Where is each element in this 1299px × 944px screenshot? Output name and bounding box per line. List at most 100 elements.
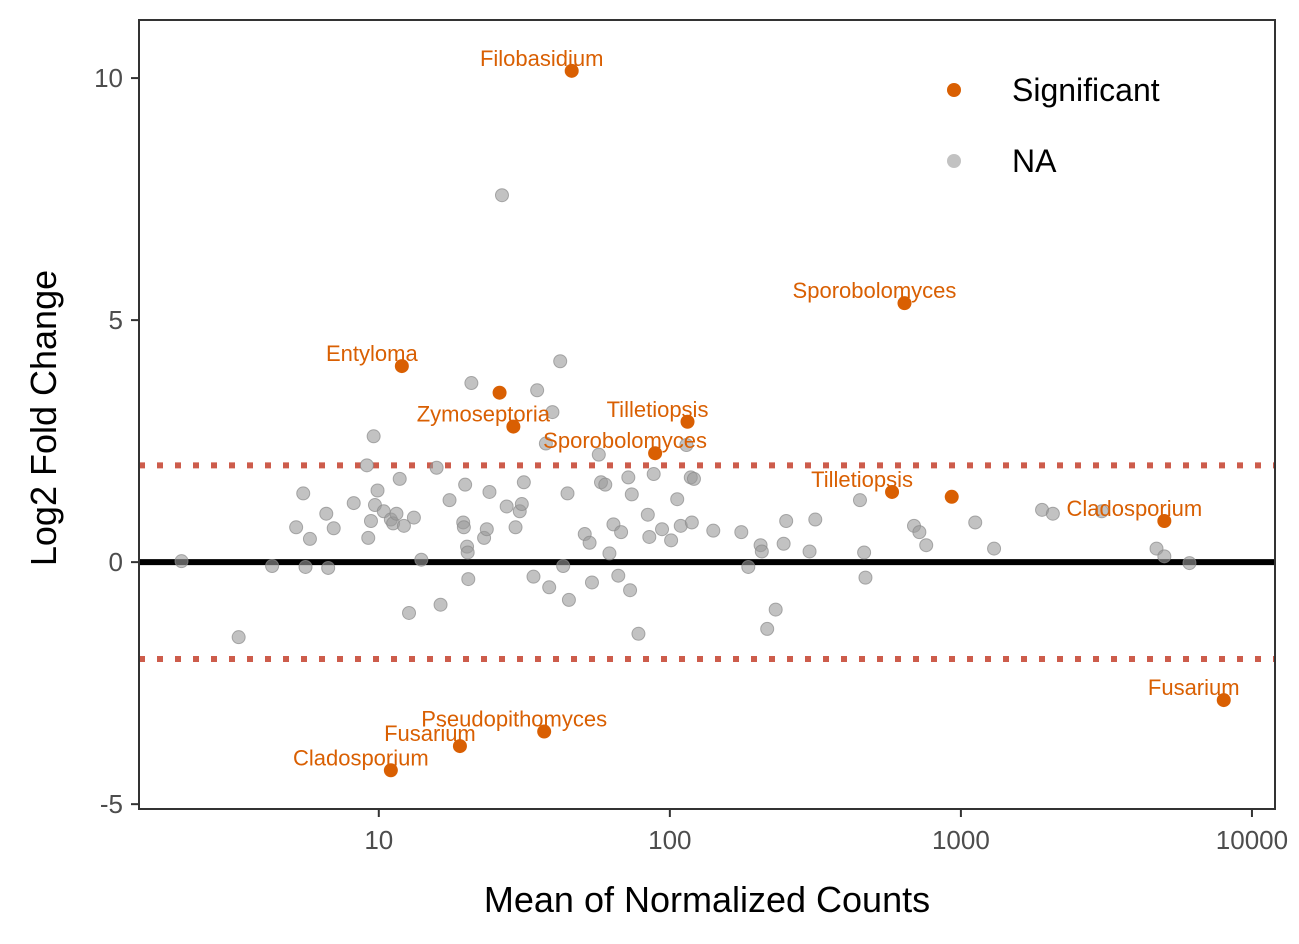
y-tick-label: -5 bbox=[100, 789, 123, 819]
na-point bbox=[808, 512, 823, 527]
na-point bbox=[319, 506, 334, 521]
na-point bbox=[858, 570, 873, 585]
point-label: Cladosporium bbox=[293, 745, 429, 770]
na-point bbox=[326, 521, 341, 536]
y-axis: -5 0 5 10 bbox=[94, 63, 139, 819]
na-point bbox=[479, 522, 494, 537]
na-point bbox=[706, 523, 721, 538]
na-point bbox=[684, 515, 699, 530]
y-tick-label: 5 bbox=[109, 305, 123, 335]
point-labels: Filobasidium Sporobolomyces Entyloma Zymose… bbox=[293, 46, 1240, 770]
na-point bbox=[598, 477, 613, 492]
na-point bbox=[1182, 556, 1197, 571]
point-label: Pseudopithomyces bbox=[421, 707, 607, 732]
na-point bbox=[429, 460, 444, 475]
point-label: Sporobolomyces bbox=[543, 428, 707, 453]
na-point bbox=[631, 626, 646, 641]
na-point bbox=[482, 484, 497, 499]
na-point bbox=[802, 544, 817, 559]
point-label: Sporobolomyces bbox=[793, 278, 957, 303]
na-point bbox=[542, 580, 557, 595]
na-point bbox=[582, 535, 597, 550]
y-axis-title: Log2 Fold Change bbox=[23, 270, 64, 566]
y-tick-label: 0 bbox=[109, 547, 123, 577]
na-point bbox=[370, 483, 385, 498]
na-point bbox=[442, 493, 457, 508]
na-point bbox=[912, 525, 927, 540]
na-point bbox=[591, 447, 606, 462]
na-point bbox=[296, 486, 311, 501]
na-point bbox=[553, 354, 568, 369]
na-point bbox=[363, 513, 378, 528]
na-point bbox=[530, 383, 545, 398]
point-label: Entyloma bbox=[326, 341, 418, 366]
na-points bbox=[174, 188, 1197, 645]
na-point bbox=[402, 605, 417, 620]
plot-panel-border bbox=[138, 19, 1276, 810]
na-point bbox=[987, 541, 1002, 556]
plot-background bbox=[139, 20, 1275, 809]
na-point bbox=[679, 437, 694, 452]
na-point bbox=[624, 487, 639, 502]
legend: Significant NA bbox=[947, 72, 1160, 179]
na-point bbox=[1094, 504, 1109, 519]
na-point bbox=[321, 560, 336, 575]
x-tick-label: 10 bbox=[364, 825, 393, 855]
significant-point bbox=[452, 739, 467, 754]
na-point bbox=[514, 497, 529, 512]
na-point bbox=[508, 520, 523, 535]
na-point bbox=[768, 602, 783, 617]
na-point bbox=[346, 496, 361, 511]
na-point bbox=[1157, 549, 1172, 564]
na-point bbox=[968, 515, 983, 530]
na-point bbox=[526, 569, 541, 584]
na-point bbox=[298, 559, 313, 574]
significant-point bbox=[680, 414, 695, 429]
na-point bbox=[359, 458, 374, 473]
na-point bbox=[302, 531, 317, 546]
na-point bbox=[389, 506, 404, 521]
x-axis-title: Mean of Normalized Counts bbox=[484, 879, 930, 920]
significant-point bbox=[1216, 693, 1231, 708]
na-point bbox=[361, 530, 376, 545]
na-point bbox=[556, 559, 571, 574]
significant-point bbox=[506, 419, 521, 434]
na-point bbox=[664, 533, 679, 548]
significant-point bbox=[944, 489, 959, 504]
na-point bbox=[670, 492, 685, 507]
na-point bbox=[460, 545, 475, 560]
significant-point bbox=[564, 63, 579, 78]
na-point bbox=[611, 568, 626, 583]
na-point bbox=[760, 621, 775, 636]
na-point bbox=[623, 583, 638, 598]
na-point bbox=[461, 572, 476, 587]
x-tick-label: 100 bbox=[648, 825, 691, 855]
point-label: Fusarium bbox=[384, 721, 476, 746]
na-point bbox=[686, 471, 701, 486]
significant-points bbox=[383, 63, 1231, 778]
na-point bbox=[538, 436, 553, 451]
na-point bbox=[655, 522, 670, 537]
significant-point bbox=[383, 763, 398, 778]
na-point bbox=[734, 525, 749, 540]
na-point bbox=[1045, 506, 1060, 521]
legend-label: Significant bbox=[1012, 72, 1160, 108]
na-point bbox=[646, 467, 661, 482]
significant-point bbox=[537, 724, 552, 739]
point-label: Zymoseptoria bbox=[417, 402, 551, 427]
na-point bbox=[516, 475, 531, 490]
na-point bbox=[642, 529, 657, 544]
significant-point bbox=[885, 484, 900, 499]
significant-point bbox=[492, 385, 507, 400]
na-point bbox=[456, 520, 471, 535]
point-label: Cladosporium bbox=[1066, 496, 1202, 521]
na-point bbox=[640, 507, 655, 522]
na-point bbox=[499, 499, 514, 514]
na-point bbox=[776, 536, 791, 551]
na-point bbox=[289, 520, 304, 535]
na-point bbox=[560, 486, 575, 501]
na-point bbox=[561, 592, 576, 607]
na-point bbox=[433, 597, 448, 612]
na-point bbox=[919, 538, 934, 553]
